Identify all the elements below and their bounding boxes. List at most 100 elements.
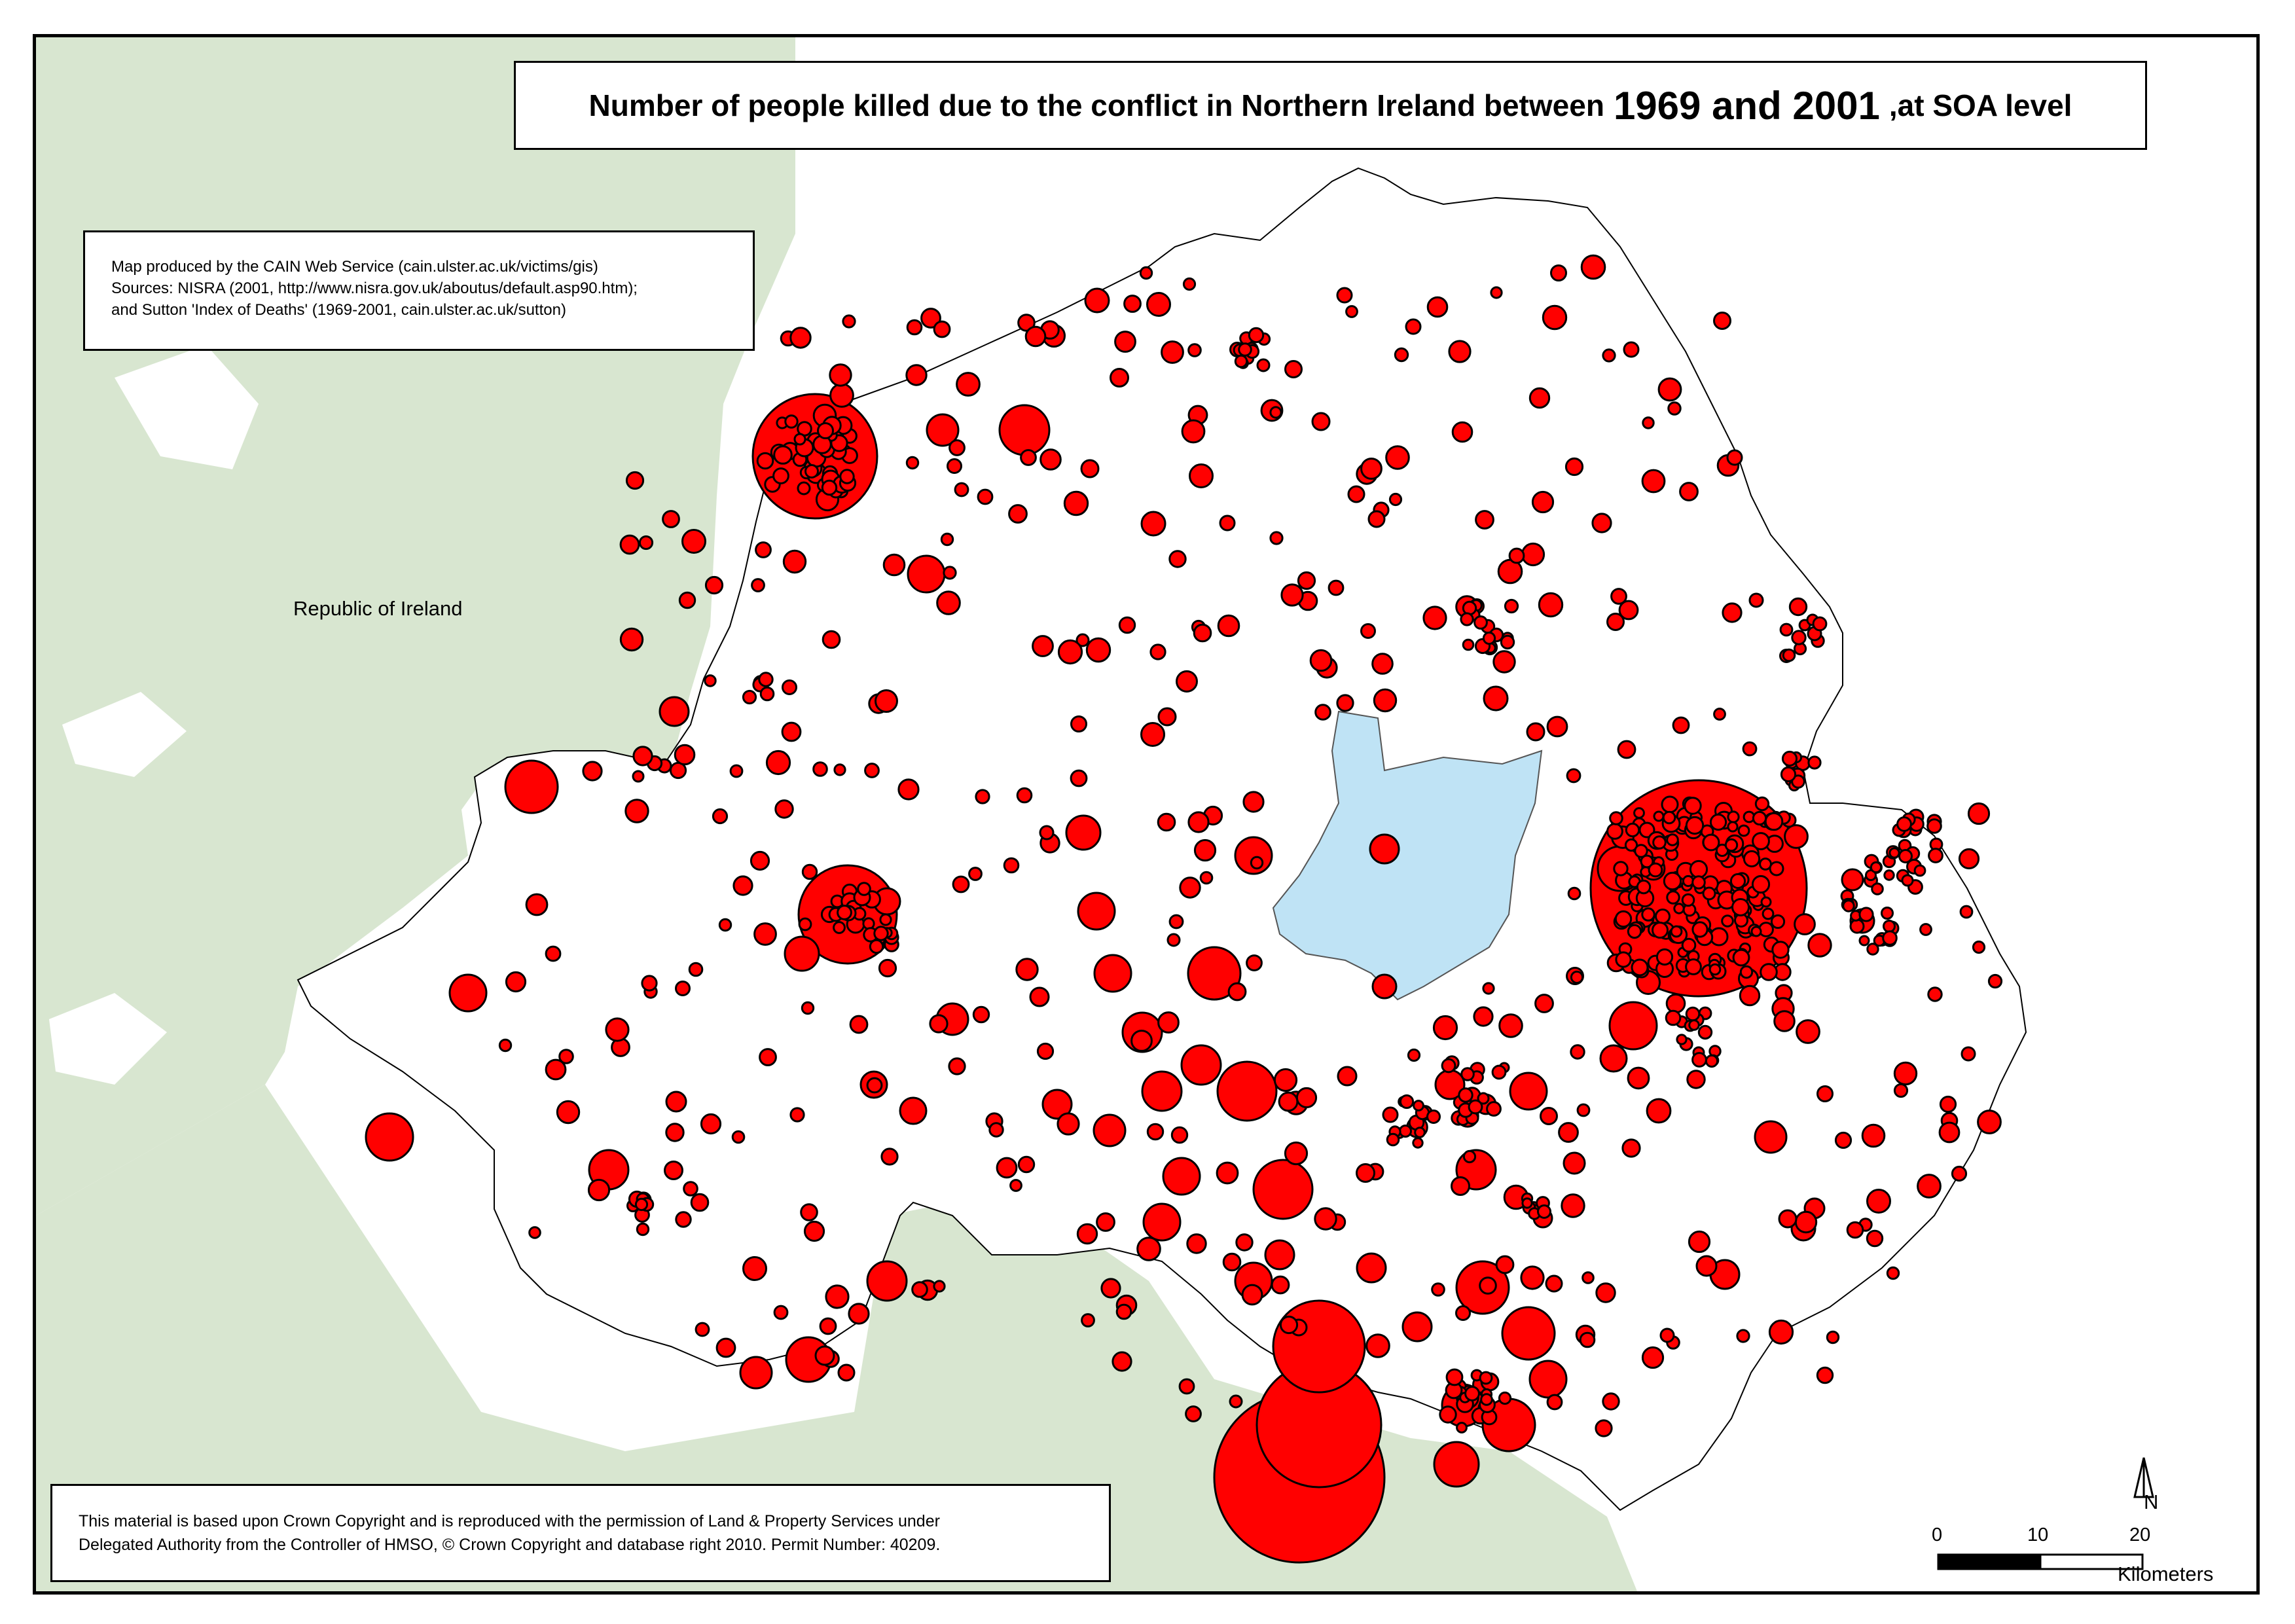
casualty-symbol (1655, 909, 1671, 924)
casualty-symbol (782, 549, 807, 574)
casualty-symbol (1684, 797, 1702, 815)
casualty-symbol (1279, 1315, 1299, 1335)
casualty-symbol (1084, 287, 1110, 314)
casualty-symbol (998, 404, 1051, 456)
casualty-symbol (1508, 547, 1525, 564)
casualty-symbol (1595, 1282, 1616, 1303)
casualty-symbol (448, 973, 488, 1013)
casualty-symbol (1709, 813, 1727, 831)
casualty-symbol (911, 1281, 928, 1298)
casualty-symbol (1581, 1271, 1595, 1284)
casualty-symbol (1017, 314, 1036, 332)
casualty-symbol (1886, 1266, 1900, 1280)
casualty-symbol (1951, 1165, 1968, 1182)
casualty-symbol (1149, 643, 1166, 660)
casualty-symbol (1456, 1422, 1468, 1434)
casualty-symbol (1624, 838, 1638, 852)
credits-box: Map produced by the CAIN Web Service (ca… (83, 230, 755, 351)
casualty-symbol (1881, 907, 1894, 920)
casualty-symbol (1009, 1179, 1022, 1192)
casualty-symbol (926, 413, 960, 447)
casualty-symbol (1180, 1044, 1222, 1086)
casualty-symbol (1866, 1229, 1884, 1248)
casualty-symbol (952, 875, 970, 893)
casualty-symbol (879, 913, 892, 926)
casualty-symbol (1666, 890, 1680, 905)
casualty-symbol (837, 1363, 856, 1382)
casualty-symbol (1627, 1066, 1650, 1090)
casualty-symbol (1870, 861, 1883, 874)
casualty-symbol (1987, 973, 2003, 989)
casualty-symbol (1407, 1048, 1421, 1062)
casualty-symbol (1542, 304, 1568, 331)
casualty-symbol (605, 1017, 630, 1042)
casualty-symbol (758, 672, 774, 687)
casualty-symbol (1724, 838, 1739, 852)
casualty-symbol (1625, 822, 1640, 838)
casualty-symbol (1528, 387, 1551, 409)
casualty-symbol (1615, 951, 1632, 968)
map-frame: Number of people killed due to the confl… (33, 34, 2260, 1595)
casualty-symbol (1464, 1386, 1480, 1401)
casualty-symbol (1168, 550, 1187, 568)
casualty-symbol (1020, 449, 1037, 466)
casualty-symbol (1217, 614, 1240, 638)
casualty-symbol (800, 1203, 818, 1221)
casualty-symbol (1762, 907, 1775, 920)
casualty-symbol (1866, 1189, 1891, 1214)
casualty-symbol (1498, 1013, 1523, 1038)
casualty-symbol (1328, 579, 1345, 596)
north-label: N (2144, 1490, 2159, 1513)
casualty-symbol (1691, 921, 1708, 938)
casualty-symbol (1309, 649, 1333, 672)
casualty-symbol (1458, 1087, 1473, 1103)
casualty-symbol (664, 1161, 683, 1180)
casualty-symbol (641, 975, 658, 992)
casualty-symbol (1141, 1070, 1183, 1112)
casualty-symbol (525, 893, 549, 916)
casualty-symbol (731, 1130, 746, 1144)
casualty-symbol (1883, 869, 1895, 881)
casualty-symbol (1623, 341, 1640, 358)
casualty-symbol (1686, 1070, 1706, 1089)
casualty-symbol (1477, 1092, 1490, 1105)
casualty-symbol (1146, 1123, 1165, 1141)
casualty-symbol (1858, 907, 1874, 922)
casualty-symbol (1816, 1366, 1834, 1384)
casualty-symbol (1642, 416, 1655, 429)
casualty-symbol (665, 1091, 687, 1113)
sea-bay-2 (62, 692, 187, 777)
casualty-symbol (636, 1222, 650, 1236)
credit-line: Sources: NISRA (2001, http://www.nisra.g… (111, 280, 638, 297)
north-arrow-icon (2133, 1457, 2154, 1498)
casualty-symbol (1866, 943, 1879, 956)
casualty-symbol (365, 1112, 414, 1162)
casualty-symbol (1528, 1360, 1568, 1399)
casualty-symbol (1284, 1141, 1309, 1166)
casualty-symbol (1688, 1019, 1700, 1031)
casualty-symbol (1365, 1333, 1390, 1358)
casualty-symbol (1041, 1089, 1073, 1120)
casualty-symbol (1742, 741, 1758, 757)
casualty-symbol (1779, 623, 1794, 637)
casualty-symbol (797, 481, 811, 496)
casualty-symbol (1702, 886, 1716, 901)
casualty-symbol (1791, 630, 1807, 645)
casualty-symbol (882, 553, 906, 577)
casualty-symbol (1580, 254, 1606, 280)
casualty-symbol (1618, 600, 1639, 621)
casualty-symbol (742, 1256, 767, 1281)
casualty-symbol (1958, 848, 1980, 870)
casualty-symbol (784, 414, 799, 429)
casualty-symbol (1085, 637, 1111, 663)
casualty-symbol (1433, 1441, 1480, 1488)
casualty-symbol (1882, 930, 1898, 946)
casualty-symbol (1500, 634, 1515, 650)
casualty-symbol (1938, 1121, 1961, 1144)
casualty-symbol (753, 922, 777, 946)
casualty-symbol (756, 452, 774, 470)
casualty-symbol (729, 764, 744, 778)
casualty-symbol (801, 1001, 815, 1015)
casualty-symbol (1412, 1137, 1424, 1149)
casualty-symbol (988, 1122, 1004, 1138)
